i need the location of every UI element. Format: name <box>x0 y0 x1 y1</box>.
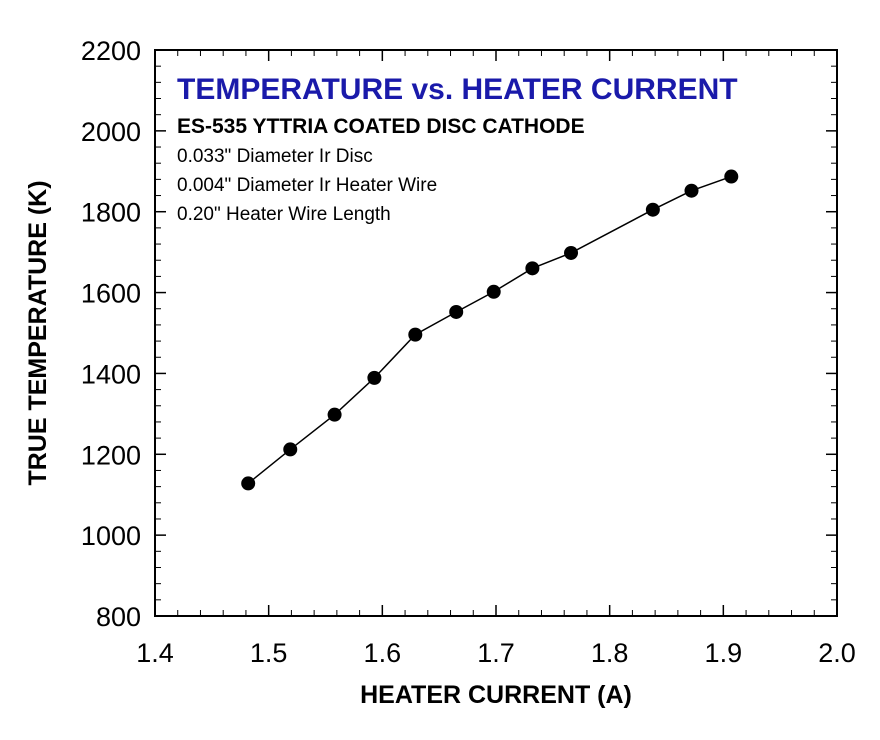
y-tick-label: 1200 <box>81 440 141 470</box>
y-axis-title: TRUE TEMPERATURE (K) <box>24 180 52 485</box>
chart-title: TEMPERATURE vs. HEATER CURRENT <box>177 73 738 106</box>
annotation-heater-wire-length: 0.20" Heater Wire Length <box>177 204 391 225</box>
data-point <box>684 183 699 198</box>
x-tick-label: 1.8 <box>591 638 629 668</box>
data-point <box>525 261 540 276</box>
y-tick-label: 2000 <box>81 117 141 147</box>
x-tick-label: 1.6 <box>364 638 402 668</box>
series-layer <box>241 169 739 491</box>
y-tick-label: 1000 <box>81 521 141 551</box>
y-tick-label: 1800 <box>81 198 141 228</box>
major-ticks <box>154 49 838 617</box>
y-tick-label: 800 <box>96 602 141 632</box>
data-point <box>241 476 256 491</box>
x-tick-label: 1.4 <box>136 638 174 668</box>
annotation-disc-diameter: 0.033" Diameter Ir Disc <box>177 146 373 167</box>
data-point <box>449 304 464 319</box>
annotation-heater-wire-diameter: 0.004" Diameter Ir Heater Wire <box>177 175 437 196</box>
data-point <box>724 169 739 184</box>
data-point <box>564 245 579 260</box>
y-tick-label: 2200 <box>81 36 141 66</box>
data-point <box>408 327 423 342</box>
data-point <box>327 407 342 422</box>
x-tick-label: 1.7 <box>477 638 515 668</box>
y-tick-label: 1600 <box>81 279 141 309</box>
tick-labels: 1.4 1.5 1.6 1.7 1.8 1.9 2.0 800 1000 1200 1400 1600… <box>81 36 856 668</box>
data-point <box>645 202 660 217</box>
x-tick-label: 2.0 <box>818 638 856 668</box>
x-tick-label: 1.5 <box>250 638 288 668</box>
data-point <box>367 370 382 385</box>
x-tick-label: 1.9 <box>705 638 743 668</box>
minor-ticks <box>155 50 837 616</box>
x-axis-title: HEATER CURRENT (A) <box>360 681 632 709</box>
series-line <box>247 175 732 484</box>
chart-subtitle: ES-535 YTTRIA COATED DISC CATHODE <box>177 115 585 138</box>
data-point <box>486 284 501 299</box>
y-tick-label: 1400 <box>81 359 141 389</box>
data-point <box>283 442 298 457</box>
